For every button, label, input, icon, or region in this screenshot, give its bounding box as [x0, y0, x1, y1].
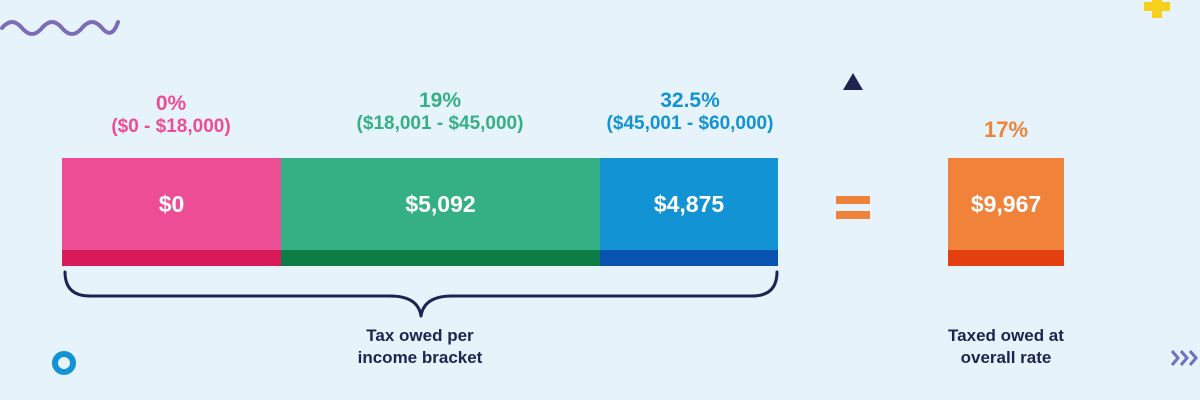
- bracket-1-bar: $5,092: [281, 158, 600, 250]
- bracket-2-range: ($45,001 - $60,000): [606, 112, 774, 134]
- total-caption: Taxed owed at overall rate: [906, 325, 1106, 369]
- bracket-0-label: 0% ($0 - $18,000): [62, 92, 280, 137]
- brackets-caption: Tax owed per income bracket: [320, 325, 520, 369]
- total-strip: [948, 250, 1064, 266]
- triangle-decoration: [843, 73, 863, 90]
- total-bar: $9,967: [948, 158, 1064, 250]
- bracket-1-strip: [281, 250, 600, 266]
- total-caption-line2: overall rate: [960, 348, 1052, 368]
- wave-decoration: [0, 20, 120, 36]
- bracket-0-range: ($0 - $18,000): [111, 115, 231, 137]
- brackets-caption-line2: income bracket: [357, 348, 483, 368]
- bracket-2-bar: $4,875: [600, 158, 778, 250]
- bracket-1-range: ($18,001 - $45,000): [356, 112, 524, 134]
- bracket-1-label: 19% ($18,001 - $45,000): [280, 89, 600, 134]
- total-caption-line1: Taxed owed at: [948, 326, 1064, 345]
- total-rate: 17%: [983, 117, 1029, 142]
- bracket-2-label: 32.5% ($45,001 - $60,000): [580, 89, 800, 134]
- brackets-caption-line1: Tax owed per: [366, 326, 474, 345]
- ring-decoration: [52, 351, 76, 375]
- bracket-2-strip: [600, 250, 778, 266]
- bracket-0-strip: [62, 250, 281, 266]
- plus-decoration: [1144, 0, 1170, 18]
- bracket-0-bar: $0: [62, 158, 281, 250]
- equals-sign: [836, 196, 870, 220]
- bracket-0-rate: 0%: [155, 92, 187, 115]
- curly-brace: [63, 270, 779, 318]
- chevrons-decoration: [1170, 350, 1198, 366]
- bracket-1-rate: 19%: [418, 89, 462, 112]
- bracket-2-rate: 32.5%: [660, 89, 720, 112]
